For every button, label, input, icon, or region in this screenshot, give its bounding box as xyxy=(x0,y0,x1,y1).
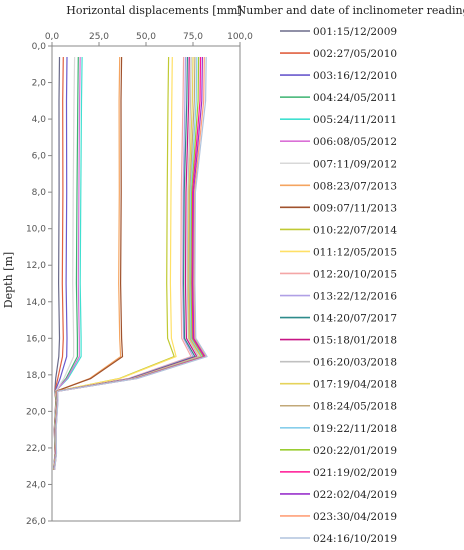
legend-label: 011:12/05/2015 xyxy=(313,246,397,258)
legend-label: 014:20/07/2017 xyxy=(313,313,397,325)
x-tick-label: 75,0 xyxy=(183,32,203,42)
legend-item: 007:11/09/2012 xyxy=(280,158,397,170)
y-tick-label: 0,0 xyxy=(32,42,47,52)
y-tick-label: 18,0 xyxy=(26,371,46,381)
legend-item: 006:08/05/2012 xyxy=(280,136,397,148)
y-tick-label: 14,0 xyxy=(26,298,46,308)
legend-item: 010:22/07/2014 xyxy=(280,224,397,236)
series-line-015 xyxy=(53,56,198,470)
legend-label: 009:07/11/2013 xyxy=(313,202,397,214)
legend-item: 024:16/10/2019 xyxy=(280,533,397,545)
legend-label: 004:24/05/2011 xyxy=(313,92,397,104)
legend-label: 007:11/09/2012 xyxy=(313,158,397,170)
legend-label: 021:19/02/2019 xyxy=(313,467,397,479)
series-line-014 xyxy=(53,56,196,470)
legend-item: 021:19/02/2019 xyxy=(280,467,397,479)
series-lines xyxy=(52,56,208,470)
series-line-016 xyxy=(53,56,200,470)
y-tick-label: 20,0 xyxy=(26,407,46,417)
y-axis-title: Depth [m] xyxy=(2,252,15,308)
series-line-008 xyxy=(53,56,122,470)
legend-item: 016:20/03/2018 xyxy=(280,357,397,369)
legend-item: 019:22/11/2018 xyxy=(280,423,397,435)
y-tick-label: 26,0 xyxy=(26,517,46,527)
y-tick-label: 10,0 xyxy=(26,225,46,235)
y-axis-ticks: 0,0 2,0 4,0 6,0 8,0 10,0 12,0 14,0 16,0 18,0 20,0 2… xyxy=(26,42,52,527)
y-tick-label: 2,0 xyxy=(32,79,47,89)
y-tick-label: 8,0 xyxy=(32,188,47,198)
legend-label: 024:16/10/2019 xyxy=(313,533,397,545)
legend-label: 022:02/04/2019 xyxy=(313,489,397,501)
legend-item: 015:18/01/2018 xyxy=(280,335,397,347)
y-tick-label: 22,0 xyxy=(26,444,46,454)
legend-item: 023:30/04/2019 xyxy=(280,511,397,523)
legend-label: 019:22/11/2018 xyxy=(313,423,397,435)
legend-label: 020:22/01/2019 xyxy=(313,445,397,457)
legend-label: 013:22/12/2016 xyxy=(313,291,397,303)
legend-item: 003:16/12/2010 xyxy=(280,70,397,82)
x-axis-title: Horizontal displacements [mm] xyxy=(66,4,242,17)
y-tick-label: 4,0 xyxy=(32,115,47,125)
legend-item: 022:02/04/2019 xyxy=(280,489,397,501)
x-tick-label: 100,0 xyxy=(227,32,253,42)
series-line-024 xyxy=(54,56,208,470)
x-tick-label: 25,0 xyxy=(89,32,109,42)
legend-item: 002:27/05/2010 xyxy=(280,48,397,60)
legend-label: 006:08/05/2012 xyxy=(313,136,397,148)
legend-label: 016:20/03/2018 xyxy=(313,357,397,369)
legend-label: 018:24/05/2018 xyxy=(313,401,397,413)
legend-item: 014:20/07/2017 xyxy=(280,313,397,325)
legend-item: 017:19/04/2018 xyxy=(280,379,397,391)
legend-label: 005:24/11/2011 xyxy=(313,114,397,126)
legend-label: 012:20/10/2015 xyxy=(313,268,397,280)
y-tick-label: 12,0 xyxy=(26,261,46,271)
legend-title: Number and date of inclinometer readings xyxy=(237,4,464,17)
legend-label: 010:22/07/2014 xyxy=(313,224,397,236)
legend-label: 015:18/01/2018 xyxy=(313,335,397,347)
legend-label: 002:27/05/2010 xyxy=(313,48,397,60)
x-axis-ticks: 0,0 25,0 50,0 75,0 100,0 xyxy=(45,32,253,46)
legend-item: 018:24/05/2018 xyxy=(280,401,397,413)
series-line-010 xyxy=(53,56,175,470)
y-tick-label: 6,0 xyxy=(32,152,47,162)
legend-item: 005:24/11/2011 xyxy=(280,114,397,126)
legend-item: 020:22/01/2019 xyxy=(280,445,397,457)
series-line-009 xyxy=(53,56,124,470)
y-tick-label: 16,0 xyxy=(26,334,46,344)
legend-item: 012:20/10/2015 xyxy=(280,268,397,280)
legend-item: 008:23/07/2013 xyxy=(280,180,397,192)
x-tick-label: 0,0 xyxy=(45,32,60,42)
y-tick-label: 24,0 xyxy=(26,480,46,490)
legend-item: 004:24/05/2011 xyxy=(280,92,397,104)
legend-item: 013:22/12/2016 xyxy=(280,291,397,303)
legend-item: 009:07/11/2013 xyxy=(280,202,397,214)
legend-label: 001:15/12/2009 xyxy=(313,26,397,38)
legend-item: 011:12/05/2015 xyxy=(280,246,397,258)
legend-item: 001:15/12/2009 xyxy=(280,26,397,38)
legend-label: 008:23/07/2013 xyxy=(313,180,397,192)
legend-label: 017:19/04/2018 xyxy=(313,379,397,391)
x-tick-label: 50,0 xyxy=(136,32,156,42)
legend: 001:15/12/2009 002:27/05/2010 003:16/12/20… xyxy=(280,26,397,545)
legend-label: 023:30/04/2019 xyxy=(313,511,397,523)
legend-label: 003:16/12/2010 xyxy=(313,70,397,82)
